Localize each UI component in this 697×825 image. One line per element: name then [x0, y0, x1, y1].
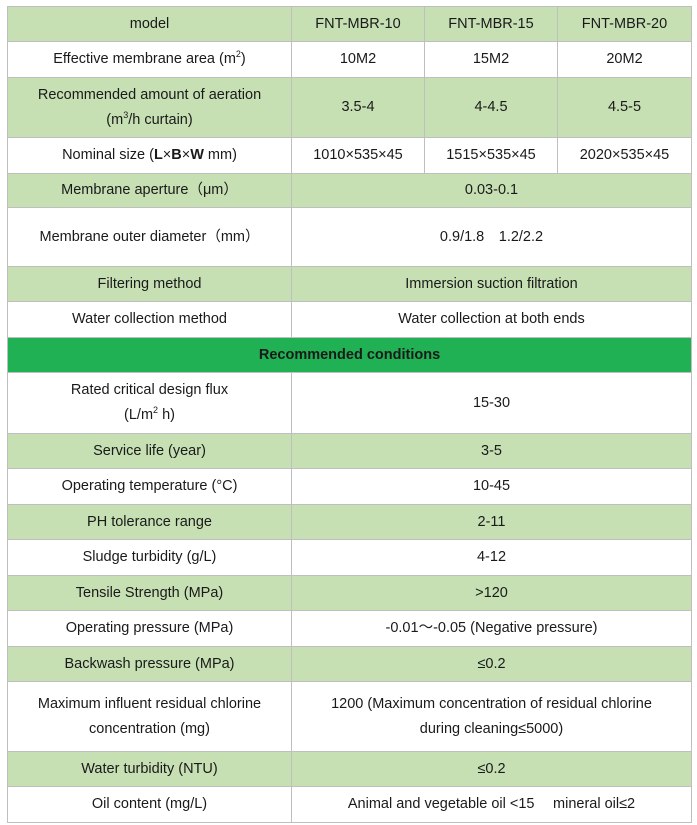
flux-value: 15-30: [291, 372, 692, 434]
service-life-label: Service life (year): [7, 433, 292, 469]
service-life-row: Service life (year) 3-5: [7, 433, 692, 469]
temperature-row: Operating temperature (°C) 10-45: [7, 468, 692, 505]
aeration-value-15: 4-4.5: [424, 77, 558, 138]
section-title: Recommended conditions: [7, 337, 692, 373]
model-20: FNT-MBR-20: [557, 6, 692, 42]
collection-value: Water collection at both ends: [291, 301, 692, 338]
op-pressure-label: Operating pressure (MPa): [7, 610, 292, 647]
flux-row: Rated critical design flux (L/m2 h) 15-30: [7, 372, 692, 434]
area-value-20: 20M2: [557, 41, 692, 78]
oil-row: Oil content (mg/L) Animal and vegetable …: [7, 786, 692, 823]
tensile-row: Tensile Strength (MPa) >120: [7, 575, 692, 611]
chlorine-label: Maximum influent residual chlorine concen…: [7, 681, 292, 752]
backwash-label: Backwash pressure (MPa): [7, 646, 292, 682]
temperature-value: 10-45: [291, 468, 692, 505]
outer-diameter-value: 0.9/1.8 1.2/2.2: [291, 207, 692, 267]
header-row: model FNT-MBR-10 FNT-MBR-15 FNT-MBR-20: [7, 6, 692, 42]
aeration-row: Recommended amount of aeration (m3/h curt…: [7, 77, 692, 138]
ph-row: PH tolerance range 2-11: [7, 504, 692, 540]
area-value-10: 10M2: [291, 41, 425, 78]
spec-table: model FNT-MBR-10 FNT-MBR-15 FNT-MBR-20 E…: [7, 6, 692, 823]
aperture-value: 0.03-0.1: [291, 173, 692, 208]
oil-value: Animal and vegetable oil <15 mineral oil…: [291, 786, 692, 823]
nominal-value-20: 2020×535×45: [557, 137, 692, 174]
sludge-row: Sludge turbidity (g/L) 4-12: [7, 539, 692, 576]
collection-label: Water collection method: [7, 301, 292, 338]
tensile-label: Tensile Strength (MPa): [7, 575, 292, 611]
ph-label: PH tolerance range: [7, 504, 292, 540]
outer-diameter-label: Membrane outer diameter（mm）: [7, 207, 292, 267]
aeration-value-10: 3.5-4: [291, 77, 425, 138]
sludge-label: Sludge turbidity (g/L): [7, 539, 292, 576]
nominal-row: Nominal size (L×B×W mm) 1010×535×45 1515…: [7, 137, 692, 174]
nominal-value-10: 1010×535×45: [291, 137, 425, 174]
turbidity-value: ≤0.2: [291, 751, 692, 787]
chlorine-row: Maximum influent residual chlorine concen…: [7, 681, 692, 752]
ph-value: 2-11: [291, 504, 692, 540]
temperature-label: Operating temperature (°C): [7, 468, 292, 505]
model-10: FNT-MBR-10: [291, 6, 425, 42]
outer-diameter-row: Membrane outer diameter（mm） 0.9/1.8 1.2/…: [7, 207, 692, 267]
model-15: FNT-MBR-15: [424, 6, 558, 42]
op-pressure-row: Operating pressure (MPa) -0.01～-0.05 (Ne…: [7, 610, 692, 647]
backwash-row: Backwash pressure (MPa) ≤0.2: [7, 646, 692, 682]
filtering-row: Filtering method Immersion suction filtr…: [7, 266, 692, 302]
sludge-value: 4-12: [291, 539, 692, 576]
flux-label: Rated critical design flux (L/m2 h): [7, 372, 292, 434]
service-life-value: 3-5: [291, 433, 692, 469]
area-label: Effective membrane area (m2): [7, 41, 292, 78]
nominal-value-15: 1515×535×45: [424, 137, 558, 174]
area-value-15: 15M2: [424, 41, 558, 78]
oil-label: Oil content (mg/L): [7, 786, 292, 823]
section-row: Recommended conditions: [7, 337, 692, 373]
nominal-label: Nominal size (L×B×W mm): [7, 137, 292, 174]
aperture-row: Membrane aperture（μm） 0.03-0.1: [7, 173, 692, 208]
collection-row: Water collection method Water collection…: [7, 301, 692, 338]
aeration-value-20: 4.5-5: [557, 77, 692, 138]
turbidity-label: Water turbidity (NTU): [7, 751, 292, 787]
filtering-value: Immersion suction filtration: [291, 266, 692, 302]
tensile-value: >120: [291, 575, 692, 611]
chlorine-value: 1200 (Maximum concentration of residual …: [291, 681, 692, 752]
filtering-label: Filtering method: [7, 266, 292, 302]
aeration-label: Recommended amount of aeration (m3/h curt…: [7, 77, 292, 138]
header-label: model: [7, 6, 292, 42]
backwash-value: ≤0.2: [291, 646, 692, 682]
area-row: Effective membrane area (m2) 10M2 15M2 2…: [7, 41, 692, 78]
turbidity-row: Water turbidity (NTU) ≤0.2: [7, 751, 692, 787]
op-pressure-value: -0.01～-0.05 (Negative pressure): [291, 610, 692, 647]
aperture-label: Membrane aperture（μm）: [7, 173, 292, 208]
